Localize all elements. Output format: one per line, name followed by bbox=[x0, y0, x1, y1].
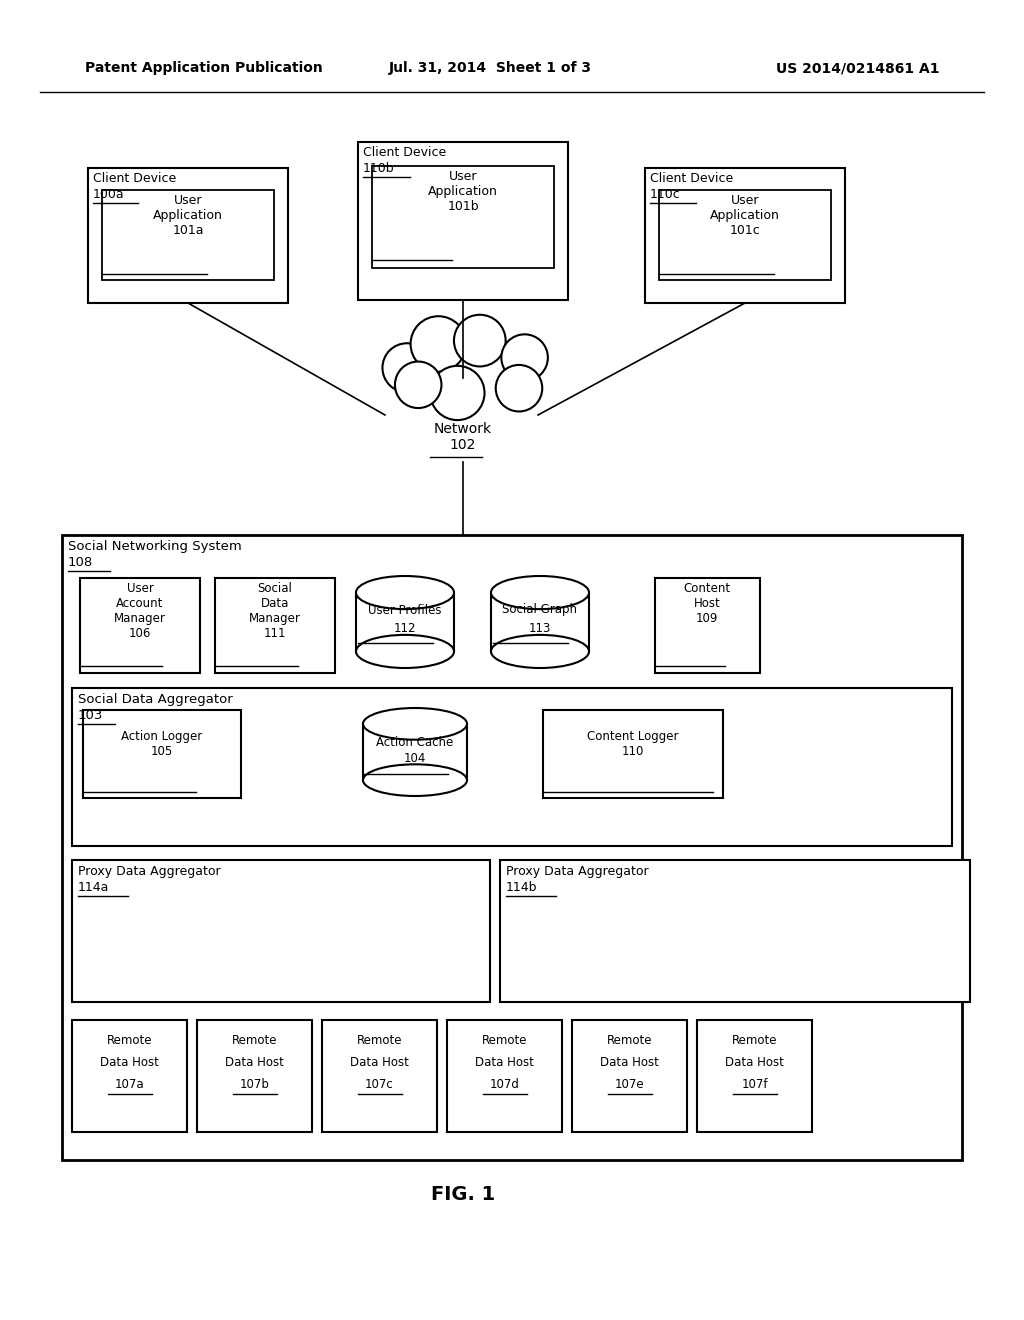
Text: Client Device: Client Device bbox=[362, 147, 446, 158]
Text: Jul. 31, 2014  Sheet 1 of 3: Jul. 31, 2014 Sheet 1 of 3 bbox=[388, 61, 592, 75]
Circle shape bbox=[430, 366, 484, 420]
Text: 112: 112 bbox=[394, 622, 416, 635]
FancyBboxPatch shape bbox=[72, 861, 490, 1002]
FancyBboxPatch shape bbox=[102, 190, 274, 280]
Text: 107d: 107d bbox=[489, 1078, 519, 1092]
Text: 107b: 107b bbox=[240, 1078, 269, 1092]
FancyBboxPatch shape bbox=[358, 143, 568, 300]
FancyBboxPatch shape bbox=[62, 535, 962, 1160]
Text: Action Logger
105: Action Logger 105 bbox=[122, 730, 203, 758]
FancyBboxPatch shape bbox=[655, 578, 760, 673]
Text: User
Application
101b: User Application 101b bbox=[428, 170, 498, 213]
FancyBboxPatch shape bbox=[322, 1020, 437, 1133]
FancyBboxPatch shape bbox=[645, 168, 845, 304]
Circle shape bbox=[411, 317, 466, 372]
Text: Social Graph: Social Graph bbox=[503, 603, 578, 616]
FancyBboxPatch shape bbox=[72, 688, 952, 846]
FancyBboxPatch shape bbox=[659, 190, 831, 280]
Text: 102: 102 bbox=[450, 438, 476, 451]
Text: 107c: 107c bbox=[366, 1078, 394, 1092]
FancyBboxPatch shape bbox=[215, 578, 335, 673]
Text: Social
Data
Manager
111: Social Data Manager 111 bbox=[249, 582, 301, 640]
Text: Remote: Remote bbox=[356, 1034, 402, 1047]
Text: User
Application
101a: User Application 101a bbox=[153, 194, 223, 238]
Text: 100a: 100a bbox=[93, 187, 125, 201]
Text: 107e: 107e bbox=[614, 1078, 644, 1092]
Text: Data Host: Data Host bbox=[100, 1056, 159, 1069]
Text: Remote: Remote bbox=[607, 1034, 652, 1047]
Text: Remote: Remote bbox=[231, 1034, 278, 1047]
Text: Data Host: Data Host bbox=[350, 1056, 409, 1069]
Text: US 2014/0214861 A1: US 2014/0214861 A1 bbox=[776, 61, 940, 75]
Ellipse shape bbox=[490, 635, 589, 668]
Text: Social Data Aggregator: Social Data Aggregator bbox=[78, 693, 232, 706]
Text: Proxy Data Aggregator: Proxy Data Aggregator bbox=[78, 865, 220, 878]
FancyBboxPatch shape bbox=[490, 593, 589, 652]
Text: Patent Application Publication: Patent Application Publication bbox=[85, 61, 323, 75]
FancyBboxPatch shape bbox=[88, 168, 288, 304]
Ellipse shape bbox=[356, 635, 454, 668]
FancyBboxPatch shape bbox=[372, 166, 554, 268]
Text: Data Host: Data Host bbox=[475, 1056, 534, 1069]
Text: Client Device: Client Device bbox=[93, 172, 176, 185]
Text: 114a: 114a bbox=[78, 880, 110, 894]
FancyBboxPatch shape bbox=[500, 861, 970, 1002]
Ellipse shape bbox=[362, 764, 467, 796]
FancyBboxPatch shape bbox=[356, 593, 454, 652]
FancyBboxPatch shape bbox=[697, 1020, 812, 1133]
Text: Content
Host
109: Content Host 109 bbox=[683, 582, 730, 624]
Ellipse shape bbox=[490, 576, 589, 609]
Text: User
Application
101c: User Application 101c bbox=[710, 194, 780, 238]
Circle shape bbox=[454, 314, 506, 367]
Text: Social Networking System: Social Networking System bbox=[68, 540, 242, 553]
Text: Network: Network bbox=[434, 422, 493, 436]
Text: User Profiles: User Profiles bbox=[369, 603, 441, 616]
FancyBboxPatch shape bbox=[362, 723, 467, 780]
Text: Data Host: Data Host bbox=[600, 1056, 658, 1069]
Text: Remote: Remote bbox=[732, 1034, 777, 1047]
FancyBboxPatch shape bbox=[543, 710, 723, 799]
Text: 114b: 114b bbox=[506, 880, 538, 894]
Text: Remote: Remote bbox=[106, 1034, 153, 1047]
Text: 113: 113 bbox=[528, 622, 551, 635]
FancyBboxPatch shape bbox=[72, 1020, 187, 1133]
Text: Data Host: Data Host bbox=[225, 1056, 284, 1069]
FancyBboxPatch shape bbox=[572, 1020, 687, 1133]
FancyBboxPatch shape bbox=[80, 578, 200, 673]
Text: Remote: Remote bbox=[481, 1034, 527, 1047]
Circle shape bbox=[395, 362, 441, 408]
Circle shape bbox=[382, 343, 431, 392]
Text: Proxy Data Aggregator: Proxy Data Aggregator bbox=[506, 865, 648, 878]
Text: 110b: 110b bbox=[362, 162, 394, 176]
FancyBboxPatch shape bbox=[83, 710, 241, 799]
Circle shape bbox=[496, 364, 543, 412]
Circle shape bbox=[502, 334, 548, 381]
Text: Action Cache: Action Cache bbox=[377, 735, 454, 748]
FancyBboxPatch shape bbox=[197, 1020, 312, 1133]
Text: User
Account
Manager
106: User Account Manager 106 bbox=[114, 582, 166, 640]
Text: 107f: 107f bbox=[741, 1078, 768, 1092]
Text: 103: 103 bbox=[78, 709, 103, 722]
Text: 110c: 110c bbox=[650, 187, 681, 201]
Ellipse shape bbox=[356, 576, 454, 609]
Ellipse shape bbox=[362, 708, 467, 739]
FancyBboxPatch shape bbox=[447, 1020, 562, 1133]
Text: Content Logger
110: Content Logger 110 bbox=[587, 730, 679, 758]
Text: 107a: 107a bbox=[115, 1078, 144, 1092]
Text: 108: 108 bbox=[68, 556, 93, 569]
Text: Client Device: Client Device bbox=[650, 172, 733, 185]
Text: Data Host: Data Host bbox=[725, 1056, 784, 1069]
Text: 104: 104 bbox=[403, 751, 426, 764]
Text: FIG. 1: FIG. 1 bbox=[431, 1185, 496, 1204]
